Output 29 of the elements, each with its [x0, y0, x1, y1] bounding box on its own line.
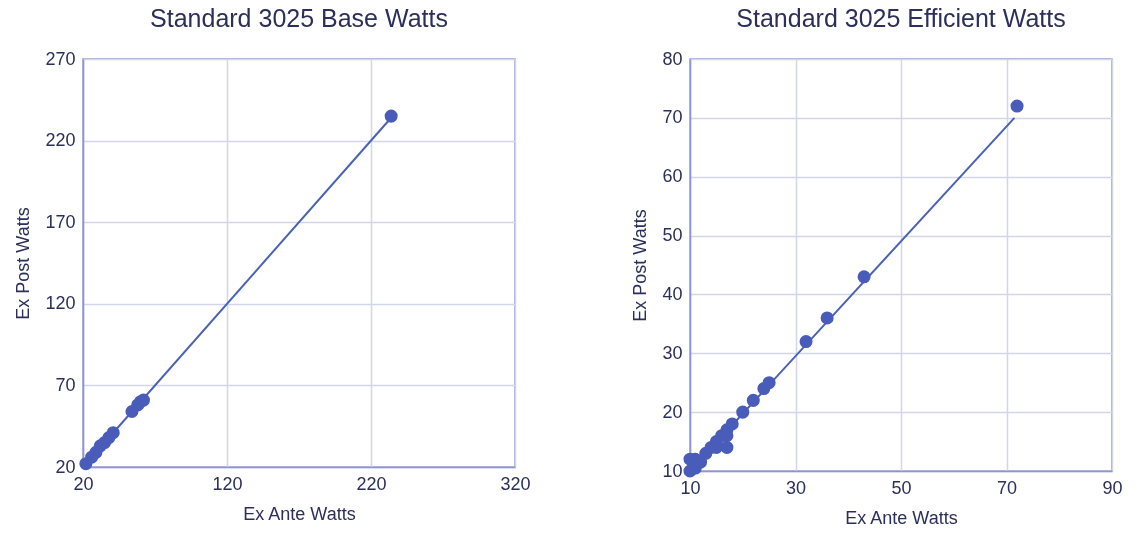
x-tick-label: 90 — [1102, 477, 1123, 498]
y-tick-label: 20 — [662, 401, 683, 422]
y-axis-title: Ex Post Watts — [13, 207, 34, 320]
x-axis-title: Ex Ante Watts — [845, 507, 958, 528]
y-tick-label: 270 — [45, 48, 76, 69]
x-axis-title: Ex Ante Watts — [243, 503, 356, 524]
y-tick-label: 80 — [662, 48, 683, 69]
y-tick-label: 170 — [45, 211, 76, 232]
x-tick-label: 10 — [680, 477, 701, 498]
x-tick-label: 120 — [212, 473, 243, 494]
x-tick-label: 20 — [73, 473, 94, 494]
y-tick-label: 60 — [662, 166, 683, 187]
y-tick-label: 70 — [55, 374, 76, 395]
y-axis-title: Ex Post Watts — [630, 209, 651, 322]
chart-title: Standard 3025 Efficient Watts — [736, 4, 1066, 32]
x-tick-label: 220 — [356, 473, 387, 494]
x-tick-label: 50 — [891, 477, 912, 498]
y-tick-label: 50 — [662, 225, 683, 246]
chart-title: Standard 3025 Base Watts — [150, 4, 448, 32]
y-tick-label: 20 — [55, 456, 76, 477]
y-tick-label: 120 — [45, 293, 76, 314]
y-tick-label: 40 — [662, 283, 683, 304]
y-tick-label: 70 — [662, 107, 683, 128]
x-tick-label: 30 — [785, 477, 807, 498]
y-tick-label: 220 — [45, 130, 76, 151]
y-tick-label: 10 — [662, 460, 683, 481]
y-tick-label: 30 — [662, 342, 683, 363]
x-tick-label: 70 — [996, 477, 1018, 498]
x-tick-label: 320 — [500, 473, 531, 494]
